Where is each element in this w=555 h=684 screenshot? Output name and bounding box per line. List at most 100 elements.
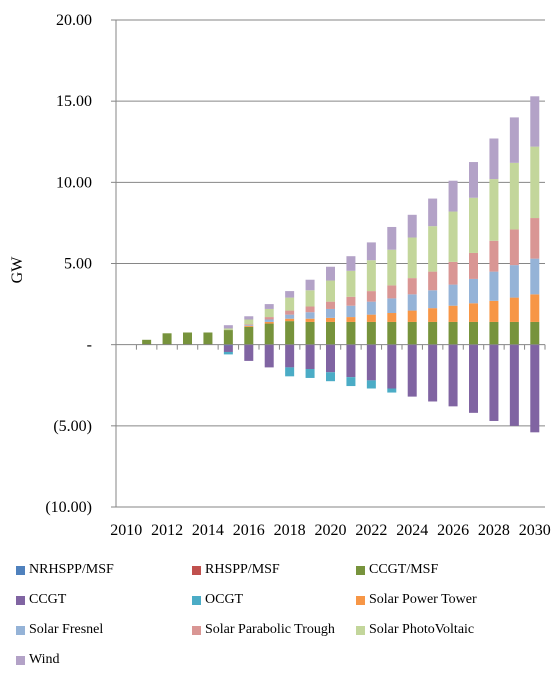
bar-segment-ccgt-2027 [469, 344, 478, 413]
bar-segment-ccgt-2021 [346, 344, 356, 378]
bar-segment-solar-power-tower-2026 [448, 305, 458, 322]
bar-segment-solar-power-tower-2027 [469, 303, 478, 322]
legend-label: NRHSPP/MSF [29, 562, 114, 577]
bar-segment-ccgt-msf-2030 [530, 321, 540, 345]
bar-segment-wind-2028 [489, 138, 499, 180]
bar-segment-ccgt-2019 [305, 344, 315, 370]
bar-segment-solar-parabolic-trough-2027 [469, 252, 478, 279]
bar-segment-solar-parabolic-trough-2021 [346, 296, 356, 306]
bar-segment-wind-2021 [346, 256, 356, 271]
legend-swatch [16, 625, 25, 635]
bar-segment-solar-power-tower-2023 [387, 313, 397, 322]
legend-swatch [192, 595, 201, 605]
bar-segment-solar-photovoltaic-2030 [530, 146, 540, 219]
bar-segment-ccgt-2022 [366, 344, 376, 381]
bar-segment-ccgt-2025 [428, 344, 438, 402]
bar-segment-ccgt-msf-2015 [223, 330, 233, 345]
bar-segment-ccgt-msf-2011 [142, 339, 152, 345]
legend-label: Solar Power Tower [369, 592, 477, 607]
bar-segment-solar-photovoltaic-2028 [489, 179, 499, 241]
legend-item: Solar PhotoVoltaic [356, 620, 474, 640]
legend-swatch [192, 565, 201, 575]
legend-label: Solar PhotoVoltaic [369, 622, 475, 637]
bar-segment-solar-fresnel-2018 [285, 314, 295, 319]
bar-segment-solar-photovoltaic-2018 [285, 297, 295, 311]
bar-segment-ccgt-msf-2027 [469, 321, 478, 345]
bar-segment-ccgt-msf-2016 [244, 326, 254, 345]
bar-segment-ccgt-msf-2017 [264, 323, 274, 345]
bar-segment-solar-fresnel-2027 [469, 278, 478, 304]
bar-segment-wind-2029 [509, 117, 519, 163]
x-tick-labels: 2010 2012 2014 2016 2018 2020 2022 2024 2026 2028… [110, 522, 551, 539]
bar-segment-ccgt-2023 [387, 344, 397, 389]
bar-segment-ccgt-2015 [223, 345, 233, 352]
bar-segment-solar-fresnel-2019 [305, 312, 315, 319]
bar-segment-solar-photovoltaic-2020 [326, 280, 335, 302]
bar-segment-solar-photovoltaic-2015 [223, 328, 233, 331]
y-tick-labels: 20.00 15.00 10.00 5.00 - (5.00) (10.00) [45, 12, 92, 516]
legend-label: Wind [29, 652, 60, 667]
bar-segment-ccgt-2024 [407, 344, 417, 397]
bar-segment-ocgt-2015 [223, 351, 233, 355]
bar-segment-ccgt-msf-2029 [509, 321, 519, 345]
bar-segment-ccgt-2028 [489, 344, 499, 421]
y-tick-label: 15.00 [56, 93, 92, 110]
legend-item: CCGT/MSF [356, 560, 438, 580]
x-tick-label: 2026 [437, 522, 469, 539]
legend-swatch [356, 595, 365, 605]
bar-segment-solar-parabolic-trough-2026 [448, 261, 458, 285]
bar-segment-ccgt-msf-2026 [448, 321, 458, 345]
bar-segment-solar-fresnel-2029 [509, 265, 519, 298]
bar-segment-solar-parabolic-trough-2020 [326, 301, 335, 309]
bar-segment-solar-power-tower-2029 [509, 297, 519, 322]
bar-segment-wind-2016 [244, 316, 254, 320]
x-tick-label: 2014 [192, 522, 224, 539]
legend-label: OCGT [205, 592, 244, 607]
bar-segment-wind-2024 [407, 214, 417, 238]
bar-segment-solar-power-tower-2022 [366, 314, 376, 322]
legend-swatch [192, 625, 201, 635]
bar-segment-ccgt-msf-2012 [162, 333, 172, 345]
legend-item: Wind [16, 650, 60, 670]
bar-segment-ocgt-2021 [346, 377, 356, 387]
bar-segment-solar-fresnel-2025 [428, 290, 438, 309]
bar-segment-solar-photovoltaic-2019 [305, 290, 315, 307]
bar-segment-solar-fresnel-2017 [264, 319, 274, 322]
y-tick-label: 10.00 [56, 174, 92, 191]
bar-segment-solar-photovoltaic-2017 [264, 308, 274, 318]
x-tick-label: 2012 [151, 522, 183, 539]
legend-item: Solar Parabolic Trough [192, 620, 335, 640]
bars [142, 96, 540, 433]
bar-segment-ccgt-msf-2024 [407, 321, 417, 345]
x-tick-label: 2024 [396, 522, 428, 539]
bar-segment-solar-parabolic-trough-2017 [264, 317, 274, 320]
y-tick-label: (10.00) [45, 499, 92, 516]
bar-segment-ocgt-2018 [285, 367, 295, 377]
bar-segment-ccgt-msf-2025 [428, 321, 438, 345]
bar-segment-wind-2030 [530, 96, 540, 147]
x-tick-label: 2028 [478, 522, 510, 539]
x-tick-label: 2010 [110, 522, 142, 539]
bar-segment-solar-power-tower-2016 [244, 325, 254, 327]
bar-segment-solar-power-tower-2021 [346, 317, 356, 322]
bar-segment-ccgt-2016 [244, 344, 254, 361]
x-tick-label: 2020 [315, 522, 347, 539]
bar-segment-wind-2018 [285, 291, 295, 298]
bar-segment-wind-2025 [428, 198, 438, 227]
legend-item: CCGT [16, 590, 66, 610]
bar-segment-solar-power-tower-2018 [285, 318, 295, 322]
bar-segment-solar-fresnel-2030 [530, 258, 540, 295]
bar-segment-solar-photovoltaic-2021 [346, 270, 356, 297]
bar-segment-solar-parabolic-trough-2024 [407, 278, 417, 295]
gridlines [116, 19, 545, 508]
bar-segment-solar-parabolic-trough-2028 [489, 240, 499, 272]
y-tick-label: 5.00 [64, 256, 92, 273]
bar-segment-solar-photovoltaic-2024 [407, 237, 417, 279]
bar-segment-solar-power-tower-2019 [305, 318, 315, 322]
y-tick-label: 20.00 [56, 12, 92, 29]
bar-segment-ccgt-msf-2021 [346, 321, 356, 345]
bar-segment-ocgt-2020 [326, 372, 335, 382]
bar-segment-ccgt-msf-2013 [183, 332, 192, 345]
bar-segment-solar-parabolic-trough-2022 [366, 291, 376, 302]
y-tick-label: - [87, 337, 92, 354]
